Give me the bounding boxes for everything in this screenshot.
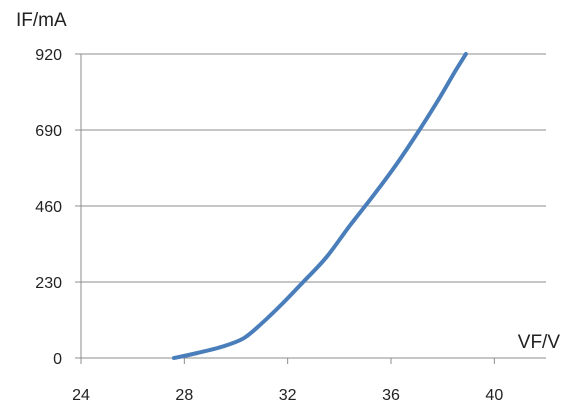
series-line [172, 52, 468, 360]
x-axis-label: VF/V [518, 332, 561, 353]
x-tick-label: 24 [72, 387, 90, 404]
x-tick-label: 40 [485, 387, 503, 404]
y-tick-label: 230 [35, 275, 62, 292]
y-tick-label: 690 [35, 123, 62, 140]
y-tick-label: 920 [35, 47, 62, 64]
y-tick-label: 0 [53, 351, 62, 368]
x-tick-label: 36 [382, 387, 400, 404]
series-layer [172, 52, 468, 360]
tick-labels: 24 28 32 36 40 0 230 460 690 920 [35, 47, 503, 404]
axes [75, 53, 546, 364]
x-tick-label: 28 [175, 387, 193, 404]
x-tick-label: 32 [279, 387, 297, 404]
y-tick-label: 460 [35, 199, 62, 216]
y-axis-label: IF/mA [16, 10, 67, 31]
gridlines [81, 53, 546, 283]
